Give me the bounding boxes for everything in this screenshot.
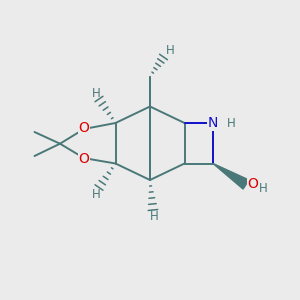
Text: H: H (92, 86, 100, 100)
Text: O: O (79, 121, 89, 135)
Text: O: O (248, 178, 258, 191)
Text: N: N (208, 116, 218, 130)
Text: H: H (166, 44, 175, 58)
Text: H: H (92, 188, 100, 201)
Text: H: H (150, 210, 159, 223)
Polygon shape (213, 164, 249, 189)
Text: O: O (79, 152, 89, 166)
Text: H: H (259, 182, 267, 196)
Text: H: H (226, 117, 236, 130)
